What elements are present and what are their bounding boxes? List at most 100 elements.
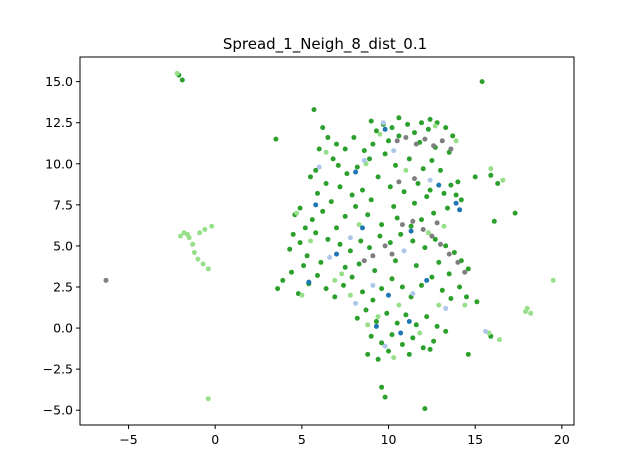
data-point bbox=[313, 167, 319, 173]
data-point bbox=[372, 268, 378, 274]
data-point bbox=[297, 240, 303, 246]
data-point bbox=[462, 269, 468, 275]
data-point bbox=[368, 333, 374, 339]
data-point bbox=[396, 115, 402, 121]
data-point bbox=[394, 138, 400, 144]
data-point bbox=[429, 274, 435, 280]
data-point bbox=[197, 230, 203, 236]
data-point bbox=[335, 162, 341, 168]
data-point bbox=[419, 282, 424, 288]
data-point bbox=[403, 135, 409, 140]
data-point bbox=[185, 231, 190, 237]
data-point bbox=[289, 269, 294, 275]
data-point bbox=[334, 141, 339, 147]
data-point bbox=[347, 292, 353, 298]
data-point bbox=[420, 345, 426, 351]
data-point bbox=[339, 271, 345, 277]
data-point bbox=[275, 286, 281, 292]
data-point bbox=[337, 184, 343, 190]
y-tick-label: 15.0 bbox=[45, 74, 73, 89]
data-point bbox=[328, 199, 334, 205]
data-point bbox=[412, 176, 417, 182]
data-point bbox=[382, 394, 388, 400]
data-point bbox=[313, 230, 319, 236]
data-point bbox=[398, 231, 404, 237]
data-point bbox=[316, 164, 322, 170]
data-point bbox=[422, 406, 428, 412]
data-point bbox=[325, 135, 331, 140]
data-point bbox=[425, 230, 431, 236]
data-point bbox=[410, 218, 416, 224]
data-point bbox=[353, 300, 359, 306]
data-point bbox=[358, 238, 364, 244]
data-point bbox=[367, 156, 372, 162]
data-point bbox=[455, 179, 461, 185]
data-point bbox=[379, 384, 385, 390]
data-point bbox=[334, 251, 339, 257]
data-point bbox=[386, 138, 391, 144]
y-tick-label: 0.0 bbox=[53, 321, 73, 336]
data-point bbox=[178, 233, 183, 239]
data-point bbox=[386, 292, 391, 298]
data-point bbox=[399, 342, 405, 347]
data-point bbox=[474, 299, 480, 305]
data-point bbox=[361, 148, 367, 154]
data-point bbox=[353, 169, 359, 175]
data-point bbox=[413, 322, 419, 328]
data-point bbox=[368, 118, 374, 124]
data-point bbox=[413, 263, 419, 269]
y-tick-label: −2.5 bbox=[43, 362, 73, 377]
data-point bbox=[424, 314, 430, 320]
data-points bbox=[103, 70, 556, 412]
data-point bbox=[386, 348, 391, 354]
x-tick-label: 15 bbox=[467, 432, 483, 447]
data-point bbox=[413, 141, 419, 147]
data-point bbox=[448, 296, 454, 301]
data-point bbox=[349, 192, 355, 198]
data-point bbox=[391, 204, 397, 209]
data-point bbox=[445, 205, 450, 211]
data-point bbox=[373, 323, 379, 329]
data-point bbox=[315, 273, 320, 278]
data-point bbox=[370, 282, 376, 288]
data-point bbox=[280, 277, 286, 283]
data-point bbox=[337, 241, 343, 247]
data-point bbox=[287, 246, 293, 252]
data-point bbox=[365, 212, 371, 218]
data-point bbox=[443, 125, 449, 131]
data-point bbox=[412, 200, 417, 206]
data-point bbox=[417, 330, 423, 336]
data-point bbox=[408, 223, 414, 229]
data-point bbox=[323, 149, 329, 155]
data-point bbox=[379, 340, 385, 346]
data-point bbox=[311, 107, 317, 113]
data-point bbox=[394, 215, 400, 221]
data-point bbox=[424, 194, 430, 200]
data-point bbox=[389, 251, 395, 257]
data-point bbox=[205, 396, 211, 402]
data-point bbox=[420, 166, 426, 172]
data-point bbox=[313, 202, 319, 208]
data-point bbox=[370, 297, 376, 303]
data-point bbox=[495, 181, 501, 186]
data-point bbox=[325, 236, 331, 242]
data-point bbox=[304, 253, 310, 259]
data-point bbox=[479, 79, 485, 85]
data-point bbox=[332, 277, 338, 283]
y-tick-label: 12.5 bbox=[45, 115, 73, 130]
data-point bbox=[389, 125, 395, 131]
data-point bbox=[401, 248, 407, 254]
data-point bbox=[179, 77, 185, 83]
data-point bbox=[391, 148, 397, 154]
plot-frame bbox=[79, 56, 575, 426]
data-point bbox=[406, 319, 412, 324]
data-point bbox=[351, 135, 357, 140]
data-point bbox=[365, 322, 371, 328]
data-point bbox=[356, 261, 362, 267]
data-point bbox=[453, 138, 459, 144]
data-point bbox=[472, 174, 478, 180]
data-point bbox=[398, 330, 404, 336]
data-point bbox=[377, 131, 383, 137]
data-point bbox=[432, 123, 438, 129]
data-point bbox=[410, 238, 416, 244]
